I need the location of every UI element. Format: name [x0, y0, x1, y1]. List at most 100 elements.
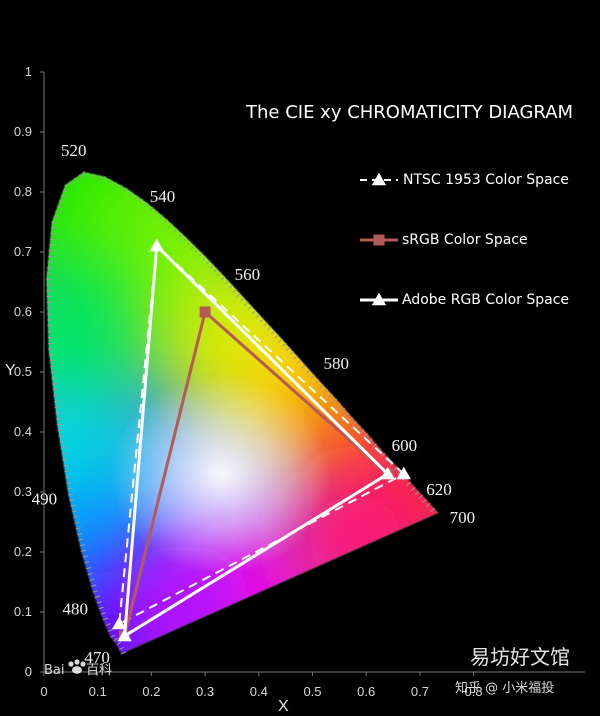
locus-tick [98, 606, 104, 610]
locus-tick [54, 400, 60, 403]
locus-tick [129, 191, 133, 197]
y-tick-label: 0.2 [14, 544, 32, 559]
locus-tick [306, 369, 311, 374]
y-tick-label: 1 [25, 64, 32, 79]
locus-tick [60, 194, 66, 198]
locus-tick [113, 637, 118, 642]
legend-item: sRGB Color Space [360, 232, 528, 248]
locus-tick [139, 198, 143, 204]
locus-tick [61, 452, 67, 455]
locus-tick [105, 623, 111, 627]
locus-tick [69, 181, 73, 186]
locus-tick [102, 176, 106, 182]
locus-tick [323, 389, 329, 394]
locus-tick [62, 189, 68, 193]
locus-tick [202, 256, 207, 261]
locus-tick [58, 435, 64, 437]
locus-tick [360, 429, 365, 434]
gamut-triangle [122, 242, 391, 639]
square-marker [373, 234, 385, 246]
locus-tick [213, 268, 218, 273]
locus-tick [363, 433, 369, 438]
x-tick-label: 0 [40, 684, 47, 699]
locus-tick [340, 407, 346, 412]
locus-tick [59, 441, 65, 443]
square-marker [199, 306, 211, 318]
locus-tick [348, 417, 354, 422]
locus-tick [285, 347, 291, 352]
locus-tick [319, 384, 324, 389]
locus-tick [194, 248, 199, 254]
color-blob [46, 257, 156, 427]
locus-tick [153, 210, 158, 216]
locus-tick [236, 293, 241, 298]
locus-tick [297, 359, 302, 364]
y-tick-label: 0.7 [14, 244, 32, 259]
locus-tick [84, 561, 90, 564]
locus-tick [134, 195, 138, 200]
locus-tick [77, 532, 83, 535]
locus-tick [118, 185, 123, 191]
locus-tick [344, 412, 350, 417]
locus-tick [220, 276, 226, 281]
locus-tick [87, 572, 93, 576]
x-tick-label: 0.2 [142, 684, 160, 699]
locus-tick [314, 379, 320, 384]
baidu-watermark-text: 百科 [86, 663, 112, 678]
locus-tick [293, 355, 298, 360]
locus-tick [56, 423, 62, 426]
x-tick-label: 0.8 [465, 684, 483, 699]
locus-tick [406, 481, 411, 486]
wavelength-labels: 470 480 490 520 540 560 580 600 620 700 [32, 141, 475, 667]
legend-label: sRGB Color Space [402, 232, 528, 248]
y-tick-label: 0.6 [14, 304, 32, 319]
triangle-marker [117, 628, 132, 642]
locus-tick [372, 443, 377, 448]
triangle-marker [371, 172, 387, 186]
x-tick-label: 0.6 [357, 684, 375, 699]
locus-tick [79, 544, 85, 547]
locus-tick [144, 202, 149, 207]
locus-tick [68, 493, 74, 496]
locus-tick [228, 284, 234, 289]
locus-tick [186, 241, 192, 246]
paw-icon [68, 659, 86, 674]
spectral-locus-ticks [45, 170, 440, 655]
locus-tick [209, 264, 215, 269]
locus-tick [182, 237, 188, 242]
locus-tick [328, 393, 333, 398]
locus-tick [94, 595, 100, 599]
locus-tick [278, 338, 283, 343]
locus-tick [73, 515, 79, 519]
wavelength-label: 540 [150, 187, 176, 206]
locus-tick [116, 641, 122, 646]
y-tick-label: 0.4 [14, 424, 32, 439]
x-tick-label: 0.1 [89, 684, 107, 699]
locus-tick [205, 260, 211, 265]
wavelength-label: 700 [450, 508, 476, 527]
y-axis-label: Y [5, 362, 16, 379]
locus-tick [55, 210, 61, 214]
locus-tick [168, 223, 173, 229]
locus-tick [78, 174, 83, 180]
locus-tick [430, 507, 435, 512]
triangle-marker [380, 466, 395, 480]
x-tick-label: 0.7 [411, 684, 429, 699]
locus-tick [85, 567, 92, 570]
locus-tick [59, 200, 65, 203]
locus-tick [48, 353, 54, 356]
locus-tick [102, 617, 108, 621]
series-adobe-rgb-color-space [117, 238, 395, 642]
locus-tick [118, 646, 124, 650]
locus-tick [426, 503, 431, 508]
wavelength-label: 580 [323, 354, 349, 373]
locus-tick [113, 182, 117, 188]
locus-tick [89, 578, 95, 582]
legend-item: NTSC 1953 Color Space [360, 172, 569, 188]
locus-tick [301, 364, 306, 369]
locus-tick [224, 280, 230, 285]
locus-tick [255, 314, 261, 319]
locus-tick [107, 628, 113, 632]
locus-tick [56, 417, 62, 420]
x-tick-label: 0.5 [303, 684, 321, 699]
